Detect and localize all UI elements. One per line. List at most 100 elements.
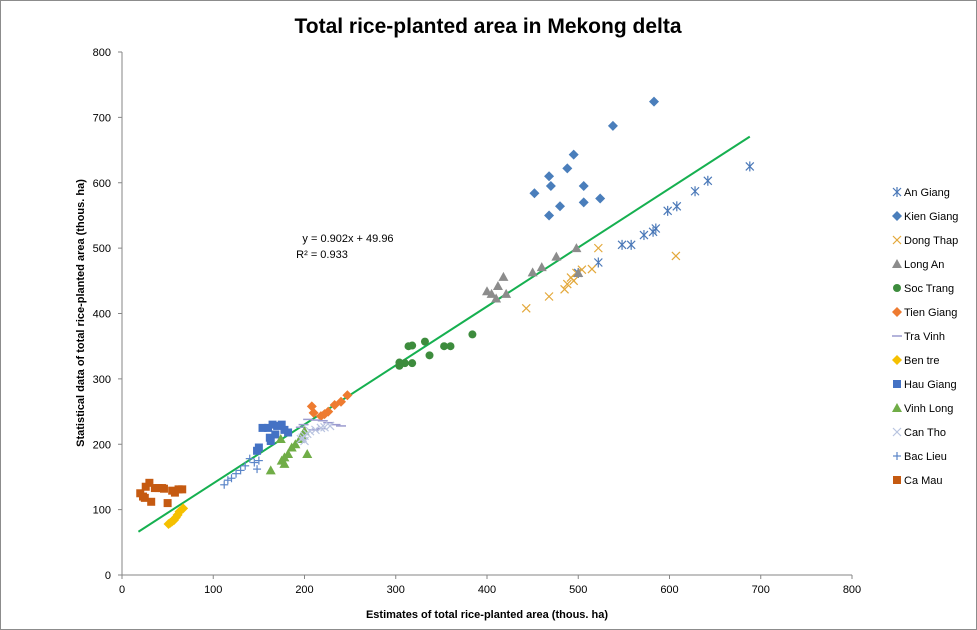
data-point-long-an <box>501 288 512 298</box>
x-tick-label: 800 <box>843 584 861 596</box>
data-point-ca-mau <box>158 484 167 493</box>
data-point-can-tho <box>316 423 326 433</box>
data-point-soc-trang <box>408 359 417 368</box>
legend-label-soc-trang: Soc Trang <box>904 283 954 295</box>
legend-marker-long-an <box>892 259 902 268</box>
legend-marker-can-tho <box>892 427 902 437</box>
legend-label-an-giang: An Giang <box>904 187 950 199</box>
data-point-can-tho <box>325 421 335 431</box>
data-point-kien-giang <box>595 193 606 204</box>
data-point-long-an <box>573 267 584 277</box>
data-point-bac-lieu <box>236 466 245 475</box>
data-point-soc-trang <box>404 342 413 351</box>
legend-label-tien-giang: Tien Giang <box>904 307 957 319</box>
data-point-ben-tre <box>163 519 174 530</box>
legend: An Giang Kien Giang Dong Thap Long An Soc Tr… <box>892 187 958 487</box>
data-point-vinh-long <box>302 449 313 459</box>
data-point-soc-trang <box>446 342 455 351</box>
legend-marker-tien-giang <box>892 307 902 317</box>
x-tick-label: 100 <box>204 584 222 596</box>
legend-label-can-tho: Can Tho <box>904 427 946 439</box>
data-point-ca-mau <box>178 485 187 494</box>
legend-label-hau-giang: Hau Giang <box>904 379 957 391</box>
y-tick-label: 400 <box>93 309 111 321</box>
data-point-long-an <box>571 243 582 253</box>
data-point-soc-trang <box>440 342 449 351</box>
data-point-hau-giang <box>258 423 267 432</box>
data-point-hau-giang <box>266 436 275 445</box>
legend-label-ca-mau: Ca Mau <box>904 475 943 487</box>
data-point-ca-mau <box>163 499 172 508</box>
data-point-soc-trang <box>420 337 429 346</box>
data-point-hau-giang <box>264 423 272 432</box>
x-tick-label: 400 <box>478 584 496 596</box>
data-point-kien-giang <box>545 181 556 192</box>
data-point-soc-trang <box>425 351 434 360</box>
data-point-kien-giang <box>529 188 540 199</box>
y-tick-label: 300 <box>93 374 111 386</box>
data-point-long-an <box>498 271 509 281</box>
data-point-can-tho <box>311 425 320 435</box>
data-point-hau-giang <box>277 420 286 429</box>
data-point-dong-thap <box>671 251 681 261</box>
data-point-kien-giang <box>568 149 579 160</box>
data-point-hau-giang <box>280 425 289 434</box>
data-point-long-an <box>551 251 562 261</box>
legend-label-vinh-long: Vinh Long <box>904 403 953 415</box>
legend-marker-hau-giang <box>893 380 901 388</box>
legend-label-kien-giang: Kien Giang <box>904 211 958 223</box>
trendline <box>137 135 751 533</box>
data-point-long-an <box>486 288 497 298</box>
data-point-bac-lieu <box>223 476 232 485</box>
y-tick-label: 0 <box>105 570 111 582</box>
legend-marker-soc-trang <box>893 284 901 292</box>
data-point-tien-giang <box>342 390 353 401</box>
ticks: 0 100 200 300 400 500 600 700 800 0 100 200 300 400 50… <box>93 47 862 596</box>
data-point-an-giang <box>745 161 755 172</box>
data-point-tien-giang <box>315 411 326 422</box>
x-tick-label: 300 <box>387 584 405 596</box>
y-tick-label: 700 <box>93 112 111 124</box>
data-point-hau-giang <box>271 430 280 439</box>
data-point-bac-lieu <box>227 474 236 483</box>
y-axis-label: Statistical data of total rice-planted a… <box>75 179 87 447</box>
data-point-kien-giang <box>578 197 589 208</box>
data-point-ca-mau <box>145 478 154 487</box>
data-point-an-giang <box>690 186 700 197</box>
data-point-bac-lieu <box>254 456 263 465</box>
data-point-an-giang <box>663 205 673 216</box>
data-point-tien-giang <box>306 401 317 412</box>
data-point-ca-mau <box>147 497 156 506</box>
data-point-soc-trang <box>468 330 477 339</box>
legend-label-dong-thap: Dong Thap <box>904 235 958 247</box>
legend-marker-vinh-long <box>892 403 902 412</box>
data-point-hau-giang <box>273 421 282 430</box>
trendline-group <box>137 135 751 533</box>
data-point-bac-lieu <box>241 461 250 470</box>
data-point-vinh-long <box>286 442 297 452</box>
data-point-an-giang <box>626 239 636 250</box>
legend-marker-kien-giang <box>892 211 902 221</box>
data-point-long-an <box>482 286 492 296</box>
data-point-bac-lieu <box>253 465 262 474</box>
data-point-an-giang <box>672 201 682 212</box>
x-tick-label: 600 <box>660 584 678 596</box>
data-point-can-tho <box>296 434 306 444</box>
legend-marker-ben-tre <box>892 355 902 365</box>
data-points <box>136 96 755 530</box>
data-point-can-tho <box>320 422 329 432</box>
data-point-ca-mau <box>140 493 149 502</box>
data-point-bac-lieu <box>250 458 259 467</box>
data-point-an-giang <box>617 239 627 250</box>
data-point-kien-giang <box>562 163 573 174</box>
data-point-hau-giang <box>268 420 277 429</box>
data-point-kien-giang <box>578 181 589 192</box>
x-tick-label: 200 <box>295 584 313 596</box>
data-point-dong-thap <box>560 284 569 294</box>
data-point-an-giang <box>703 175 713 186</box>
trendline-equation: y = 0.902x + 49.96 <box>302 233 393 245</box>
x-axis-label: Estimates of total rice-planted area (th… <box>366 609 608 621</box>
trendline-r2: R² = 0.933 <box>296 249 348 261</box>
